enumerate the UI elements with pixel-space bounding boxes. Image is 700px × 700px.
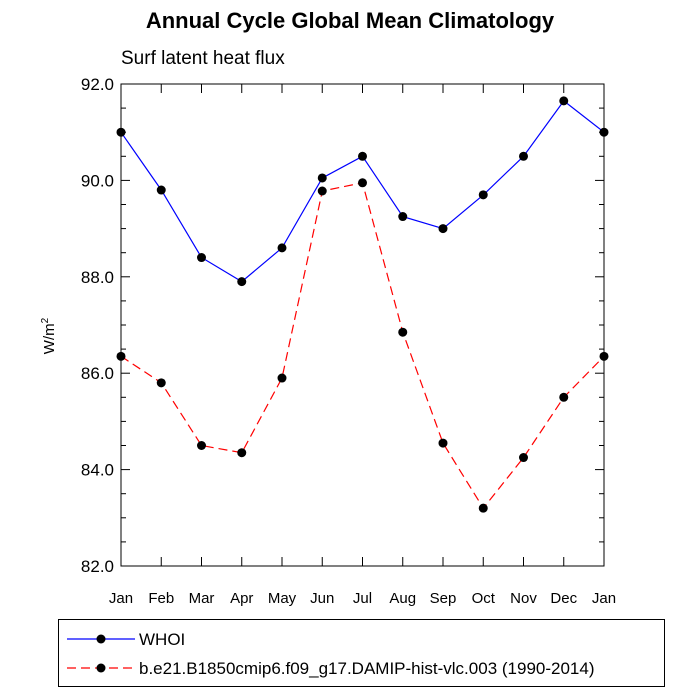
legend-label-model: b.e21.B1850cmip6.f09_g17.DAMIP-hist-vlc.… bbox=[139, 659, 595, 678]
data-point-whoi bbox=[197, 253, 206, 263]
data-point-whoi bbox=[237, 277, 247, 287]
y-tick-label: 84.0 bbox=[81, 461, 114, 480]
data-point-model bbox=[599, 351, 609, 361]
data-point-whoi bbox=[438, 224, 448, 234]
x-tick-label: Feb bbox=[148, 590, 174, 607]
x-tick-label: Mar bbox=[189, 590, 215, 607]
data-point-model bbox=[116, 351, 126, 361]
data-point-model bbox=[317, 186, 327, 196]
x-tick-label: Jul bbox=[353, 590, 372, 607]
x-tick-label: Jan bbox=[109, 590, 133, 607]
data-point-whoi bbox=[116, 127, 126, 137]
y-tick-label: 88.0 bbox=[81, 268, 114, 287]
data-point-whoi bbox=[478, 190, 488, 200]
x-tick-label: Apr bbox=[230, 590, 253, 607]
data-point-whoi bbox=[317, 173, 327, 183]
data-point-model bbox=[519, 453, 528, 463]
data-point-whoi bbox=[156, 185, 166, 195]
x-tick-label: Oct bbox=[472, 590, 496, 607]
series-line-whoi bbox=[120, 100, 605, 283]
data-point-model bbox=[197, 441, 206, 450]
y-tick-label: 82.0 bbox=[81, 557, 114, 576]
x-tick-label: Jun bbox=[310, 590, 334, 607]
x-tick-label: May bbox=[268, 590, 297, 607]
x-tick-label: Aug bbox=[389, 590, 416, 607]
data-point-model bbox=[559, 392, 569, 402]
data-point-whoi bbox=[559, 96, 569, 106]
x-tick-label: Sep bbox=[430, 590, 457, 607]
data-point-model bbox=[277, 373, 287, 383]
y-tick-label: 92.0 bbox=[81, 75, 114, 94]
chart-subtitle: Surf latent heat flux bbox=[121, 48, 285, 69]
legend-item-whoi: WHOI bbox=[59, 624, 664, 654]
legend-item-model: b.e21.B1850cmip6.f09_g17.DAMIP-hist-vlc.… bbox=[59, 653, 664, 683]
data-point-whoi bbox=[277, 243, 287, 253]
x-tick-label: Nov bbox=[510, 590, 537, 607]
y-tick-label: 86.0 bbox=[81, 364, 114, 383]
y-tick-label: 90.0 bbox=[81, 171, 114, 190]
x-tick-label: Dec bbox=[550, 590, 577, 607]
data-point-model bbox=[438, 438, 448, 448]
legend-swatch-whoi bbox=[67, 634, 135, 644]
data-point-model bbox=[237, 448, 247, 458]
legend-swatch-model bbox=[67, 663, 135, 673]
x-tick-label: Jan bbox=[592, 590, 616, 607]
data-point-whoi bbox=[398, 212, 408, 222]
data-point-whoi bbox=[358, 151, 367, 161]
data-point-model bbox=[478, 503, 488, 513]
legend-label-whoi: WHOI bbox=[139, 630, 186, 649]
data-point-whoi bbox=[599, 127, 609, 137]
data-point-model bbox=[398, 327, 408, 337]
data-point-model bbox=[156, 378, 166, 388]
data-point-whoi bbox=[519, 151, 528, 161]
legend: WHOI b.e21.B1850cmip6.f09_g17.DAMIP-hist… bbox=[58, 619, 665, 687]
chart-title: Annual Cycle Global Mean Climatology bbox=[145, 8, 555, 33]
line-chart: 82.0 84.0 86.0 88.0 90.0 92.0 Jan Feb Mar Apr May J… bbox=[81, 75, 616, 607]
series-line-model bbox=[120, 182, 605, 510]
data-point-model bbox=[358, 178, 367, 188]
